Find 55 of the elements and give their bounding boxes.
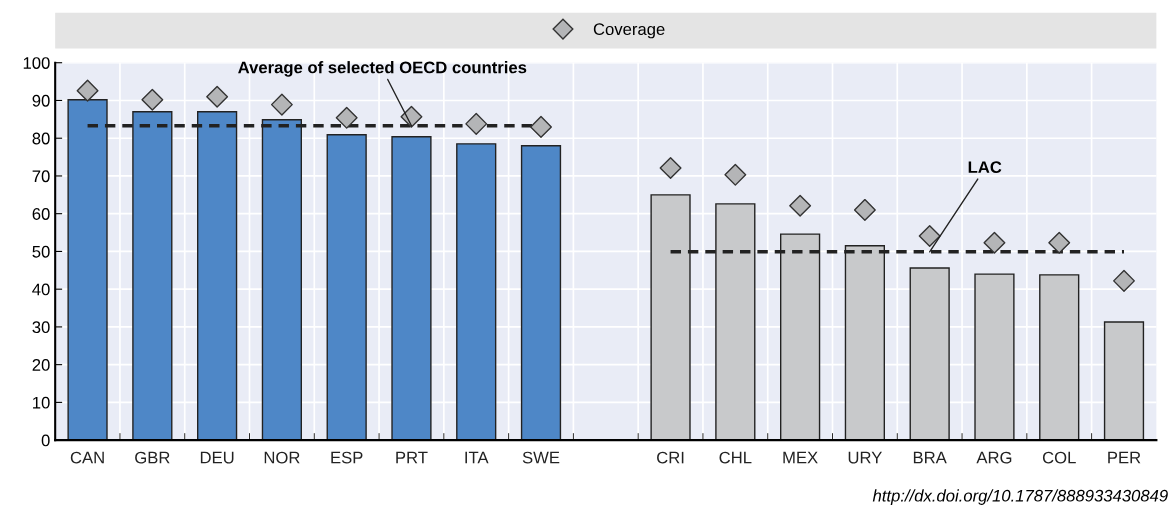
bar — [520, 145, 562, 441]
x-tick-label: CRI — [657, 451, 684, 464]
y-tick-label: 20 — [32, 359, 50, 371]
y-tick-label: 50 — [32, 245, 50, 258]
point — [1048, 231, 1071, 254]
x-tick-label: GBR — [135, 451, 170, 464]
annotation: Average of selected OECD countries — [238, 61, 527, 77]
x-tick-label: MEX — [783, 451, 818, 464]
x-tick-label: PER — [1108, 451, 1141, 464]
x-tick-label: BRA — [913, 451, 947, 464]
point — [465, 112, 488, 135]
y-tick-label: 60 — [32, 208, 50, 220]
bar — [1103, 321, 1145, 441]
x-tick-label: ITA — [465, 451, 489, 464]
y-tick-label: 100 — [23, 57, 50, 69]
bar — [456, 143, 497, 441]
point — [853, 198, 876, 221]
x-tick-label: COL — [1042, 451, 1076, 464]
bar — [326, 134, 367, 441]
x-tick-label: DEU — [200, 451, 234, 464]
point — [983, 231, 1006, 254]
point — [1113, 269, 1135, 292]
point — [724, 163, 747, 186]
x-tick-label: SWE — [522, 451, 560, 464]
x-tick-label: NOR — [264, 451, 300, 464]
x-tick-label: CHL — [719, 451, 752, 464]
bar — [909, 267, 950, 441]
x-tick-label: URY — [848, 451, 882, 464]
y-tick-label: 70 — [32, 170, 50, 183]
point — [530, 115, 553, 138]
bar — [391, 136, 432, 441]
y-tick-label: 40 — [32, 283, 50, 296]
annotation: LAC — [968, 161, 1002, 174]
bar — [974, 273, 1015, 441]
point — [270, 93, 293, 116]
point — [141, 88, 164, 111]
point — [206, 85, 229, 108]
y-tick-label: 90 — [32, 94, 50, 107]
point — [789, 194, 812, 217]
point — [335, 106, 358, 129]
legend-label: Coverage — [593, 23, 665, 39]
y-tick-label: 10 — [33, 396, 50, 409]
x-tick-label: ARG — [976, 451, 1012, 464]
point — [918, 224, 941, 247]
bar — [1039, 274, 1080, 441]
y-tick-label: 30 — [32, 321, 50, 334]
x-tick-label: CAN — [70, 451, 104, 464]
x-tick-label: PRT — [396, 451, 428, 464]
point — [659, 157, 682, 180]
x-tick-label: ESP — [331, 451, 363, 464]
y-tick-label: 80 — [32, 132, 50, 145]
y-tick-label: 0 — [41, 434, 50, 447]
text: http://dx.doi.org/10.1787/888933430849 — [872, 489, 1168, 505]
point — [400, 105, 423, 128]
point — [76, 79, 99, 102]
